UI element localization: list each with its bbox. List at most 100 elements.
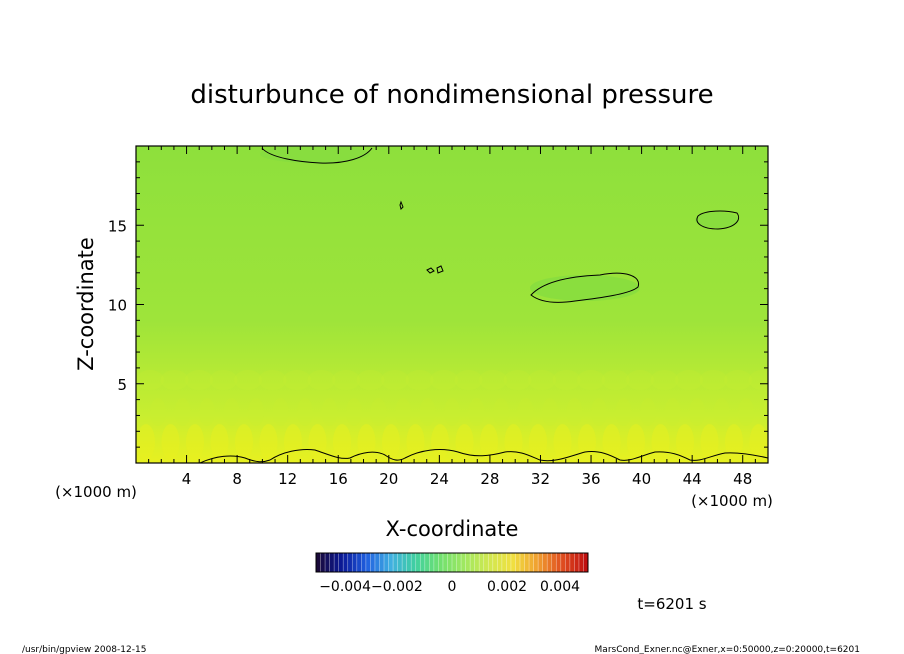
colorbar-cell — [338, 553, 344, 572]
field-patch-top — [260, 146, 370, 163]
field-blob — [223, 398, 240, 426]
field-blob — [235, 424, 253, 460]
colorbar-cell — [538, 553, 543, 572]
field-blob — [503, 370, 532, 390]
colorbar-cell — [492, 553, 498, 572]
colorbar-cell — [461, 553, 466, 572]
field-blob — [307, 370, 336, 390]
colorbar-cell — [574, 553, 580, 572]
field-blob — [185, 370, 213, 390]
x-tick-label: 8 — [232, 470, 242, 488]
field-blob — [161, 424, 180, 460]
colorbar-cell — [429, 553, 435, 572]
colorbar-cell — [447, 553, 453, 572]
colorbar-cell — [524, 553, 530, 572]
contour-mid-right — [530, 272, 640, 303]
field-blob — [577, 370, 605, 390]
field-blob — [626, 370, 654, 390]
colorbar-cell — [465, 553, 471, 572]
field-blob — [529, 424, 547, 460]
field-blob — [713, 398, 730, 426]
field-blob — [675, 370, 703, 390]
colorbar-cell — [397, 553, 403, 572]
field-blob — [528, 370, 556, 390]
y-tick-labels: 5 10 15 — [108, 217, 127, 394]
field-patch-mid-right — [530, 275, 640, 301]
field-blob — [346, 398, 362, 426]
field-blob — [199, 398, 215, 426]
x-tick-label: 48 — [733, 470, 752, 488]
field-blob — [284, 424, 302, 460]
colorbar-cell — [374, 553, 380, 572]
contour-upper-right — [696, 210, 740, 230]
colorbar-cell — [479, 553, 485, 572]
colorbar-cell — [352, 553, 358, 572]
colorbar-cell — [452, 553, 457, 572]
field-blob — [272, 398, 289, 426]
field-blob — [762, 398, 768, 426]
colorbar-cell — [316, 553, 321, 572]
field-blob — [455, 424, 474, 460]
contour-small-1 — [399, 200, 404, 210]
footer-right: MarsCond_Exner.nc@Exner,x=0:50000,z=0:20… — [595, 645, 860, 654]
colorbar-cell — [384, 553, 389, 572]
field-blob — [136, 370, 164, 390]
field-blob — [700, 424, 719, 460]
colorbar-cell — [533, 553, 539, 572]
x-tick-label: 28 — [480, 470, 499, 488]
y-tick-label: 5 — [117, 376, 127, 394]
x-axis-label: X-coordinate — [386, 517, 519, 541]
colorbar-cell — [320, 553, 326, 572]
x-tick-label: 24 — [430, 470, 449, 488]
field-blob — [297, 398, 313, 426]
x-tick-label: 44 — [683, 470, 702, 488]
field-blob — [504, 424, 523, 460]
x-tick-label: 36 — [581, 470, 600, 488]
colorbar-cell — [329, 553, 335, 572]
colorbar-cell — [569, 553, 575, 572]
colorbar-cell — [565, 553, 571, 572]
field-blob — [640, 398, 656, 426]
contour-bottom — [199, 449, 768, 463]
colorbar-cell — [583, 553, 589, 572]
colorbar-cell — [510, 553, 516, 572]
colorbar-frame — [315, 552, 589, 573]
chart-title: disturbunce of nondimensional pressure — [190, 80, 713, 110]
colorbar-cell — [542, 553, 548, 572]
field-blob — [382, 424, 400, 460]
field-blob — [357, 424, 376, 460]
contour-small-3 — [436, 265, 444, 274]
field-blob — [480, 424, 498, 460]
field-blob — [210, 424, 229, 460]
field-blob — [468, 398, 485, 426]
field-blob — [333, 424, 351, 460]
x-tick-label: 20 — [379, 470, 398, 488]
colorbar-label-zero: 0 — [448, 579, 457, 595]
colorbar-cell — [442, 553, 448, 572]
colorbar-cell — [347, 553, 353, 572]
field-blob — [493, 398, 509, 426]
field-patch-upper-right — [695, 212, 739, 228]
colorbar-cell — [370, 553, 376, 572]
colorbar-cell — [515, 553, 521, 572]
x-tick-label: 16 — [329, 470, 348, 488]
colorbar-cell — [560, 553, 566, 572]
colorbar-label-0002: 0.002 — [487, 579, 527, 595]
field-blob — [258, 370, 287, 390]
field-blob — [738, 398, 754, 426]
field-blob — [431, 424, 449, 460]
x-unit-left: (×1000 m) — [55, 483, 137, 501]
field-blob — [370, 398, 387, 426]
y-tick-label: 15 — [108, 217, 127, 235]
colorbar-cell — [325, 553, 330, 572]
field-blob — [234, 370, 262, 390]
field-blob — [430, 370, 458, 390]
contour-lines — [199, 147, 768, 463]
colorbar-cell — [501, 553, 507, 572]
field-blob — [699, 370, 728, 390]
field-blob — [283, 370, 311, 390]
field-blob — [479, 370, 507, 390]
x-tick-label: 4 — [182, 470, 192, 488]
field-blob — [748, 370, 768, 390]
colorbar-cell — [402, 553, 407, 572]
